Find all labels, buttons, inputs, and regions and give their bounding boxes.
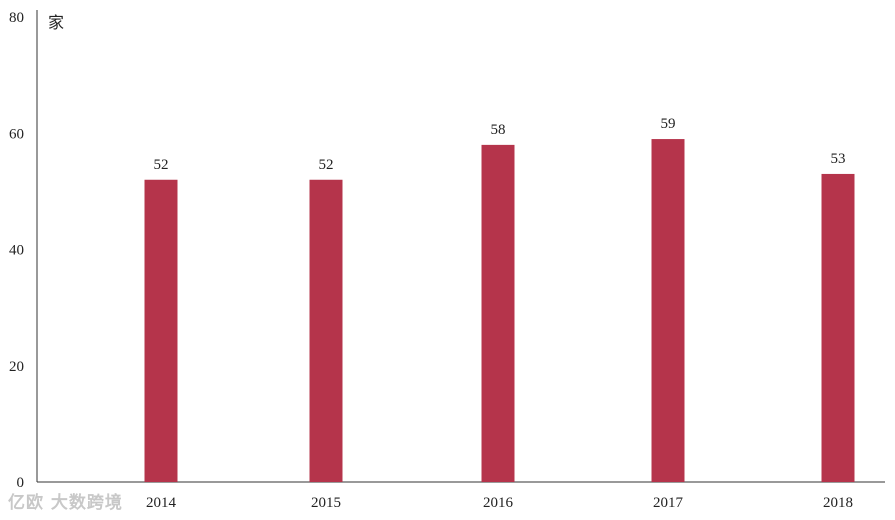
x-tick-label: 2018	[823, 495, 853, 511]
data-label: 52	[154, 157, 169, 173]
bar-2017	[651, 139, 685, 482]
data-label: 53	[831, 151, 846, 167]
data-labels-group: 52 52 58 59 53	[154, 116, 846, 173]
data-label: 59	[661, 116, 676, 132]
bar-2016	[481, 144, 515, 482]
x-tick-label: 2017	[653, 495, 684, 511]
bars-group	[144, 139, 855, 482]
x-axis-ticks: 2014 2015 2016 2017 2018	[146, 495, 853, 511]
bar-2018	[821, 173, 855, 482]
y-unit-label: 家	[48, 13, 64, 32]
y-tick-label: 40	[9, 243, 24, 259]
bar-2015	[309, 179, 343, 482]
data-label: 52	[319, 157, 334, 173]
y-tick-label: 20	[9, 359, 24, 375]
y-tick-label: 60	[9, 126, 24, 142]
x-tick-label: 2016	[483, 495, 514, 511]
y-tick-label: 0	[17, 475, 25, 491]
bar-2014	[144, 179, 178, 482]
y-tick-label: 80	[9, 10, 24, 26]
data-label: 58	[491, 122, 506, 138]
y-axis-ticks: 0 20 40 60 80	[9, 10, 24, 491]
watermark-logo: 亿欧 大数跨境	[8, 493, 123, 513]
x-tick-label: 2015	[311, 495, 341, 511]
x-tick-label: 2014	[146, 495, 177, 511]
